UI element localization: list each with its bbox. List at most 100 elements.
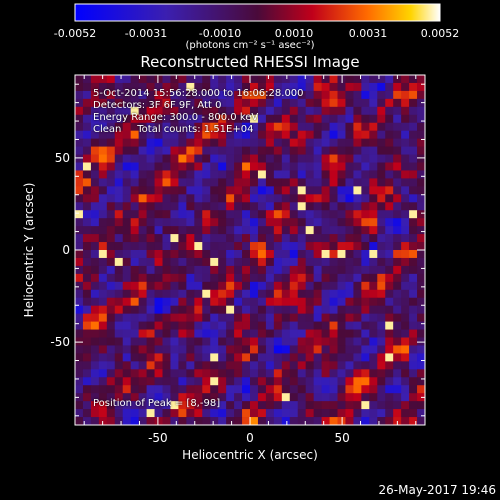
heatmap-cell — [265, 138, 275, 147]
heatmap-cell — [122, 75, 132, 84]
heatmap-cell — [114, 250, 124, 259]
heatmap-cell — [257, 401, 267, 410]
heatmap-cell — [329, 257, 338, 267]
heatmap-cell — [186, 337, 195, 346]
heatmap-cell — [377, 202, 386, 211]
heatmap-cell — [401, 202, 410, 211]
heatmap-cell — [170, 122, 179, 132]
heatmap-cell — [154, 146, 163, 155]
heatmap-cell — [154, 329, 163, 338]
heatmap-cell — [385, 186, 394, 195]
heatmap-cell — [90, 194, 100, 203]
heatmap-cell — [146, 321, 155, 330]
chart-title: Reconstructed RHESSI Image — [140, 53, 360, 71]
heatmap-cell — [202, 329, 211, 338]
heatmap-cell — [305, 242, 315, 251]
heatmap-cell — [409, 289, 418, 299]
heatmap-cell — [265, 361, 275, 370]
heatmap-cell — [401, 345, 410, 354]
heatmap-cell — [186, 265, 195, 275]
heatmap-cell — [313, 194, 322, 203]
heatmap-cell — [138, 114, 147, 124]
heatmap-cell — [401, 186, 410, 195]
heatmap-cell — [257, 265, 267, 275]
heatmap-cell — [337, 345, 346, 354]
heatmap-cell — [106, 393, 116, 402]
heatmap-cell — [417, 242, 426, 251]
heatmap-cell — [297, 297, 307, 307]
heatmap-cell — [75, 154, 84, 163]
heatmap-cell — [218, 369, 227, 378]
heatmap-cell — [75, 226, 84, 235]
heatmap-cell — [186, 170, 195, 179]
colorbar-tick: 0.0010 — [274, 27, 314, 40]
heatmap-cell — [90, 106, 100, 116]
heatmap-cell — [138, 194, 147, 203]
heatmap-cell — [273, 186, 283, 195]
heatmap-cell — [401, 194, 410, 203]
heatmap-cell — [226, 194, 235, 203]
heatmap-cell — [385, 178, 394, 187]
heatmap-cell — [90, 210, 100, 219]
heatmap-cell — [321, 146, 330, 155]
heatmap-cell — [401, 218, 410, 227]
heatmap-cell — [218, 297, 227, 307]
heatmap-cell — [393, 82, 402, 92]
heatmap-cell — [178, 234, 187, 243]
heatmap-cell — [194, 297, 203, 307]
heatmap-cell — [146, 210, 155, 219]
heatmap-cell — [210, 138, 219, 147]
heatmap-cell — [162, 329, 171, 338]
heatmap-cell — [82, 106, 92, 116]
heatmap-cell — [250, 98, 259, 108]
heatmap-cell — [90, 393, 100, 402]
heatmap-cell — [234, 337, 243, 346]
heatmap-cell — [361, 130, 370, 140]
heatmap-cell — [393, 202, 402, 211]
heatmap-cell — [234, 98, 243, 108]
heatmap-cell — [226, 337, 235, 346]
heatmap-cell — [385, 281, 394, 291]
heatmap-cell — [138, 75, 147, 84]
heatmap-cell — [265, 194, 275, 203]
heatmap-cell — [210, 130, 219, 140]
heatmap-cell — [393, 393, 402, 402]
heatmap-cell — [353, 345, 362, 354]
heatmap-cell — [178, 162, 187, 171]
heatmap-cell — [417, 82, 426, 92]
heatmap-cell — [393, 130, 402, 140]
heatmap-cell — [377, 305, 386, 315]
heatmap-cell — [114, 377, 124, 386]
heatmap-cell — [210, 377, 219, 386]
heatmap-cell — [90, 218, 100, 227]
heatmap-cell — [202, 218, 211, 227]
heatmap-cell — [114, 417, 124, 426]
heatmap-cell — [154, 154, 163, 163]
heatmap-cell — [75, 194, 84, 203]
heatmap-cell — [170, 401, 179, 410]
heatmap-cell — [321, 130, 330, 140]
heatmap-cell — [154, 281, 163, 291]
heatmap-cell — [178, 106, 187, 116]
heatmap-cell — [281, 345, 291, 354]
heatmap-cell — [194, 122, 203, 132]
heatmap-cell — [289, 409, 299, 418]
heatmap-cell — [122, 122, 132, 132]
heatmap-cell — [170, 130, 179, 140]
heatmap-cell — [361, 98, 370, 108]
heatmap-cell — [369, 353, 378, 362]
heatmap-cell — [90, 75, 100, 84]
heatmap-cell — [273, 345, 283, 354]
heatmap-cell — [417, 353, 426, 362]
heatmap-cell — [90, 385, 100, 394]
heatmap-cell — [369, 194, 378, 203]
heatmap-cell — [210, 98, 219, 108]
heatmap-cell — [401, 178, 410, 187]
heatmap-cell — [210, 353, 219, 362]
heatmap-cell — [106, 345, 116, 354]
heatmap-cell — [82, 98, 92, 108]
heatmap-cell — [242, 369, 251, 378]
heatmap-cell — [417, 226, 426, 235]
heatmap-cell — [98, 345, 108, 354]
heatmap-cell — [138, 305, 147, 315]
